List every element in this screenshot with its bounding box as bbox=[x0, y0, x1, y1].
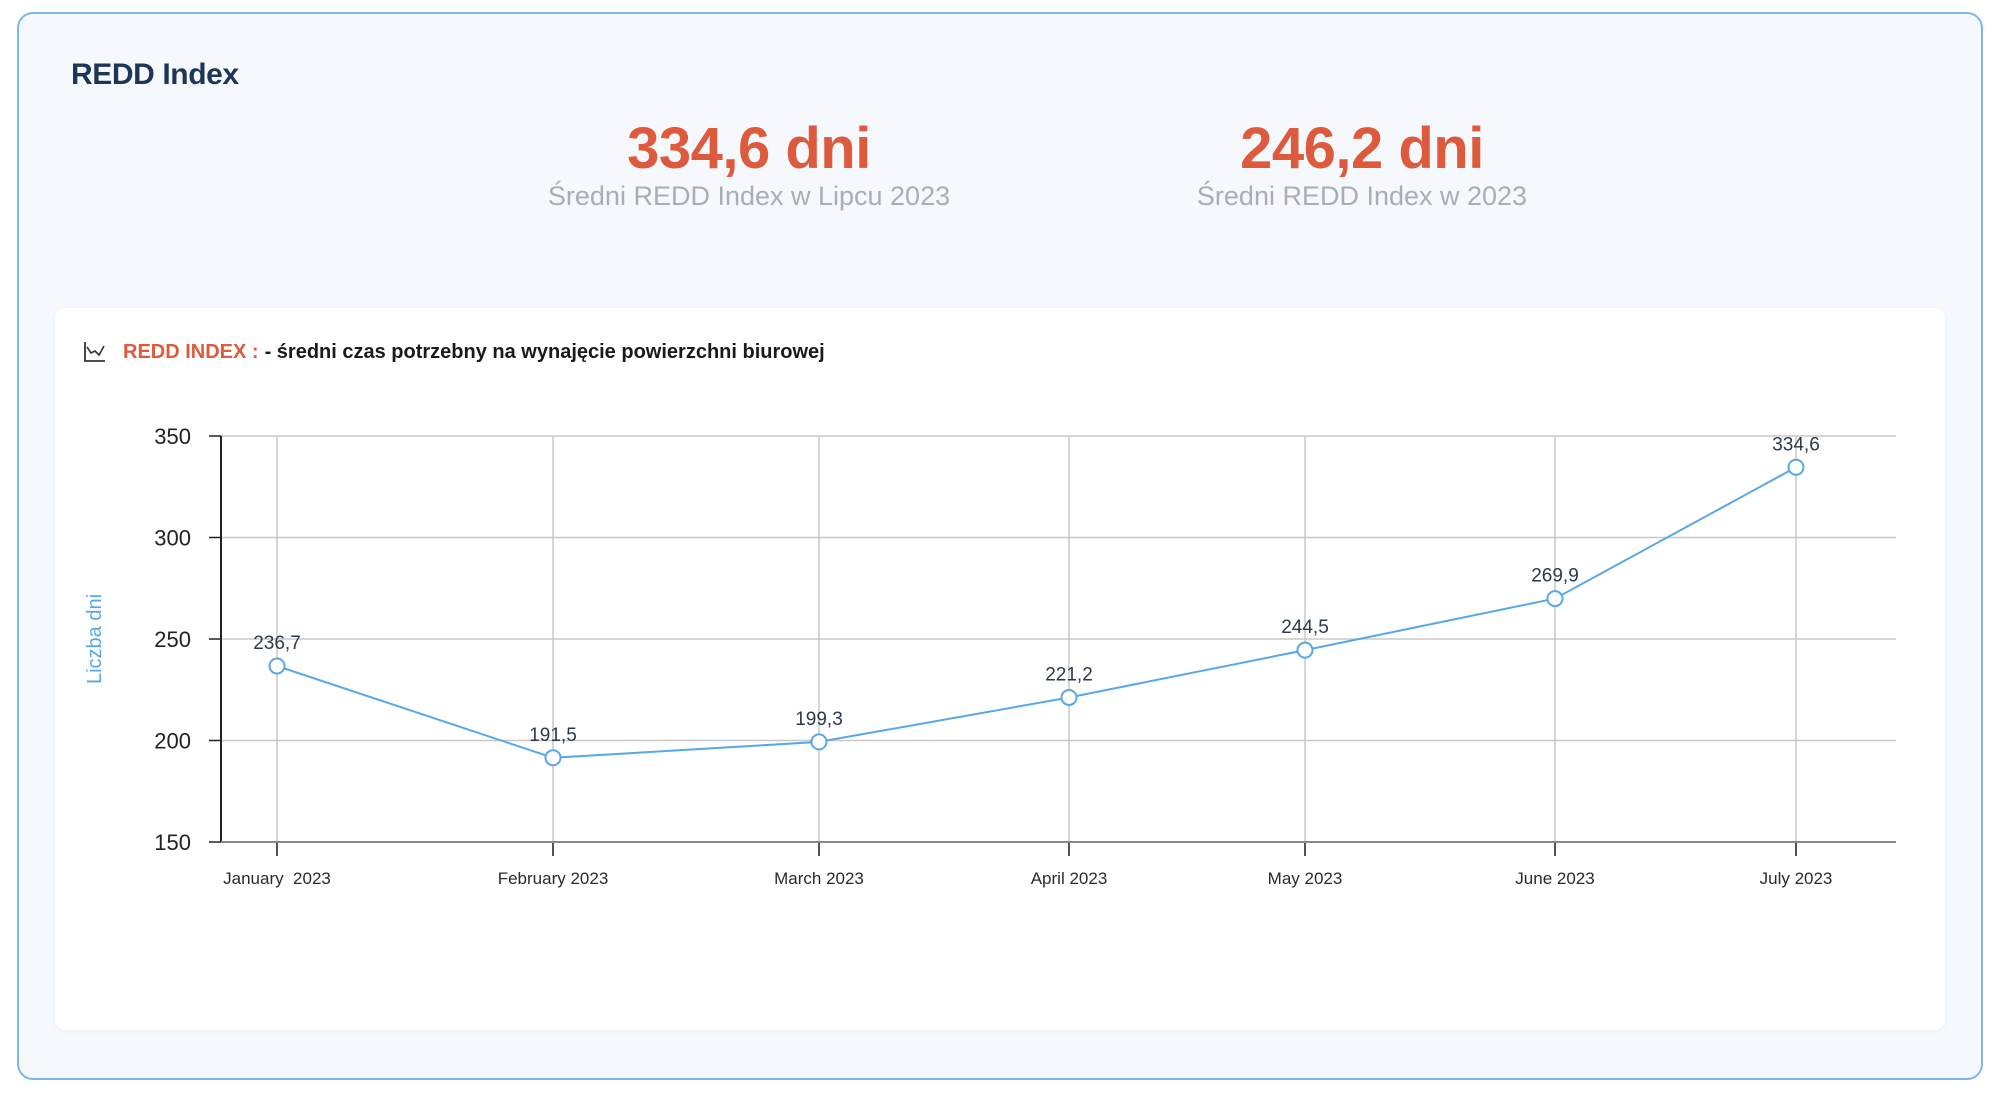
kpi-value: 334,6 dni bbox=[627, 116, 871, 181]
y-tick-label: 250 bbox=[154, 627, 191, 652]
chart-heading-accent: REDD INDEX : bbox=[123, 340, 259, 363]
kpi-label: Średni REDD Index w 2023 bbox=[1196, 180, 1528, 211]
kpi-july-average: 334,6 dni Średni REDD Index w Lipcu 2023 bbox=[489, 116, 1009, 212]
data-point bbox=[544, 749, 562, 767]
data-label: 269,9 bbox=[1531, 566, 1579, 587]
data-point bbox=[810, 733, 828, 751]
redd-index-panel: REDD Index 334,6 dni Średni REDD Index w… bbox=[17, 12, 1983, 1080]
kpi-year-average: 246,2 dni Średni REDD Index w 2023 bbox=[1102, 116, 1622, 212]
chart-heading-text: - średni czas potrzebny na wynajęcie pow… bbox=[264, 340, 825, 363]
line-chart-icon bbox=[84, 342, 105, 362]
x-tick-label: July 2023 bbox=[1760, 869, 1833, 888]
x-tick-label: June 2023 bbox=[1515, 869, 1594, 888]
data-point bbox=[1787, 458, 1805, 476]
page-title: REDD Index bbox=[71, 58, 239, 91]
y-tick-label: 150 bbox=[154, 830, 191, 855]
data-label: 236,7 bbox=[253, 633, 301, 654]
y-tick-label: 350 bbox=[154, 424, 191, 449]
data-point bbox=[1546, 590, 1564, 608]
x-tick-label: January 2023 bbox=[223, 869, 331, 888]
data-label: 221,2 bbox=[1045, 664, 1093, 685]
data-label: 199,3 bbox=[795, 709, 843, 730]
kpi-value: 246,2 dni bbox=[1240, 116, 1484, 181]
chart-heading: REDD INDEX : - średni czas potrzebny na … bbox=[83, 336, 825, 368]
y-tick-label: 200 bbox=[154, 729, 191, 754]
line-chart: 150 200 250 300 350 January 2023 February 2023… bbox=[84, 424, 1896, 888]
x-tick-label: May 2023 bbox=[1268, 869, 1343, 888]
data-point bbox=[1296, 641, 1314, 659]
data-point bbox=[268, 657, 286, 675]
data-label: 191,5 bbox=[529, 725, 577, 746]
series-line bbox=[276, 466, 1797, 759]
chart-card: REDD INDEX : - średni czas potrzebny na … bbox=[55, 308, 1945, 1030]
y-axis-title: Liczba dni bbox=[84, 594, 106, 684]
y-tick-label: 300 bbox=[154, 526, 191, 551]
data-point bbox=[1060, 688, 1078, 706]
x-tick-label: February 2023 bbox=[498, 869, 609, 888]
data-label: 244,5 bbox=[1281, 617, 1329, 638]
data-label: 334,6 bbox=[1772, 434, 1820, 455]
x-tick-label: April 2023 bbox=[1031, 869, 1108, 888]
kpi-label: Średni REDD Index w Lipcu 2023 bbox=[547, 180, 951, 211]
x-tick-label: March 2023 bbox=[774, 869, 864, 888]
